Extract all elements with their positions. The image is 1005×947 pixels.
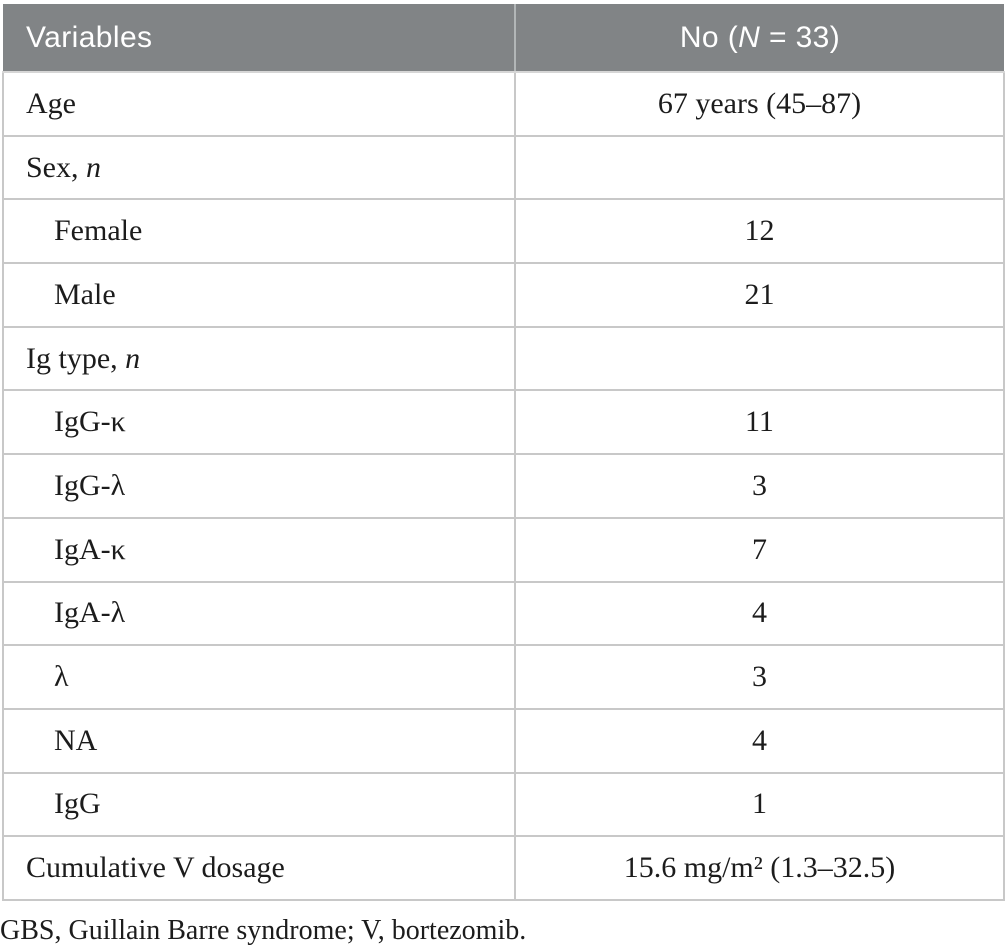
row-label: λ (2, 645, 515, 710)
row-value: 15.6 mg/m² (1.3–32.5) (514, 836, 1005, 901)
row-value: 4 (514, 581, 1005, 647)
row-value (514, 135, 1005, 201)
table-row-lambda: λ 3 (2, 645, 1005, 710)
row-label-text: IgG (54, 787, 101, 821)
row-label: Cumulative V dosage (2, 836, 515, 901)
row-label: IgG-κ (2, 390, 515, 456)
row-value: 67 years (45–87) (514, 72, 1005, 137)
column-header-count: No (N = 33) (514, 4, 1004, 73)
row-label-text: Ig type, (26, 341, 126, 375)
row-label: Female (2, 199, 515, 265)
row-value (514, 326, 1005, 392)
row-label-text: NA (54, 723, 98, 757)
row-label: NA (2, 708, 515, 774)
row-label-italic: n (86, 150, 101, 184)
header-count-prefix: No ( (679, 20, 739, 54)
row-label: IgA-λ (2, 581, 515, 647)
table-row-igg: IgG 1 (2, 772, 1005, 838)
table-row-igg-lambda: IgG-λ 3 (2, 454, 1005, 519)
column-header-variables: Variables (3, 4, 515, 73)
header-count-n-italic: N (738, 20, 761, 54)
table-row-ig-type: Ig type, n (2, 326, 1005, 392)
row-value: 3 (514, 454, 1005, 519)
row-label-italic: n (125, 341, 141, 375)
row-label: Sex, n (2, 135, 515, 201)
patient-characteristics-table: Variables No (N = 33) Age 67 years (45–8… (2, 4, 1005, 901)
row-label: IgG (2, 772, 515, 838)
row-value: 11 (514, 390, 1005, 456)
table-row-cumulative-dosage: Cumulative V dosage 15.6 mg/m² (1.3–32.5… (2, 836, 1005, 901)
row-value: 1 (514, 772, 1005, 838)
table-row-female: Female 12 (2, 199, 1005, 265)
table-row-iga-kappa: IgA-κ 7 (2, 517, 1005, 583)
row-label-text: λ (54, 660, 69, 694)
row-label-text: IgA-κ (54, 532, 126, 566)
row-label: Male (2, 263, 515, 328)
row-value: 7 (514, 517, 1005, 583)
header-row: Variables No (N = 33) (3, 4, 1004, 73)
row-label-text: Male (54, 277, 116, 311)
row-label: IgG-λ (2, 454, 515, 519)
row-label: Age (2, 72, 515, 137)
row-value: 21 (514, 263, 1005, 328)
row-label-text: Sex, (26, 150, 86, 184)
table-row-na: NA 4 (2, 708, 1005, 774)
row-label-text: IgA-λ (54, 596, 126, 630)
table-row-igg-kappa: IgG-κ 11 (2, 390, 1005, 456)
row-value: 4 (514, 708, 1005, 774)
table-row-sex: Sex, n (2, 135, 1005, 201)
header-count-suffix: = 33) (760, 20, 841, 54)
table-row-iga-lambda: IgA-λ 4 (2, 581, 1005, 647)
row-label-text: IgG-κ (54, 405, 126, 439)
row-label: Ig type, n (2, 326, 515, 392)
row-label-text: Cumulative V dosage (26, 851, 285, 885)
row-label-text: Female (54, 214, 143, 248)
row-label-text: Age (26, 86, 76, 120)
row-value: 12 (514, 199, 1005, 265)
row-label: IgA-κ (2, 517, 515, 583)
row-value: 3 (514, 645, 1005, 710)
table-footnote: GBS, Guillain Barre syndrome; V, bortezo… (0, 914, 527, 946)
table-row-age: Age 67 years (45–87) (2, 72, 1005, 137)
row-label-text: IgG-λ (54, 468, 126, 502)
table-row-male: Male 21 (2, 263, 1005, 328)
